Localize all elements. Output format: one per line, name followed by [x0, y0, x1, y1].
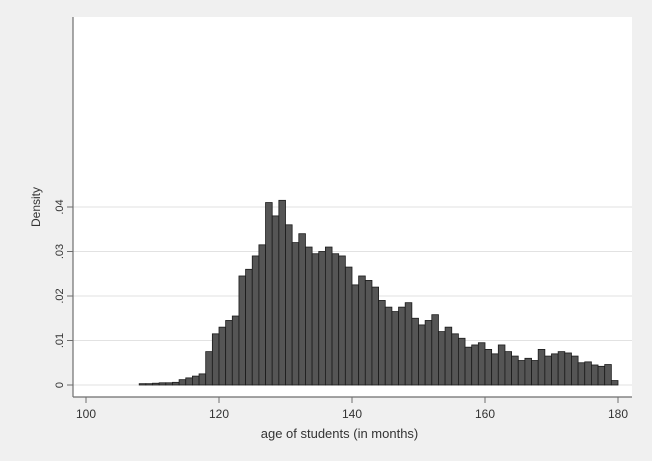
histogram-bar [591, 364, 599, 386]
histogram-bar [285, 224, 293, 386]
histogram-bar [185, 377, 193, 386]
histogram-bar [305, 246, 313, 386]
histogram-bar [271, 215, 280, 386]
histogram-bars [138, 199, 619, 386]
y-tick-label: .01 [54, 333, 66, 348]
histogram-bar [298, 233, 306, 386]
histogram-bar [344, 266, 353, 386]
histogram-bar [404, 302, 413, 386]
histogram-bar [178, 379, 187, 386]
histogram-bar [318, 251, 326, 386]
histogram-bar [557, 351, 566, 386]
histogram-bar [384, 306, 393, 386]
histogram-bar [231, 315, 240, 386]
histogram-bar [364, 280, 373, 386]
histogram-bar [378, 300, 386, 386]
x-tick-label: 120 [209, 407, 229, 421]
histogram-bar [258, 244, 266, 386]
x-tick-label: 140 [342, 407, 362, 421]
histogram-bar [191, 375, 200, 386]
histogram-bar [464, 346, 473, 386]
histogram-bar [371, 286, 380, 386]
histogram-bar [531, 360, 539, 386]
histogram-bar [245, 268, 253, 386]
histogram-bar [577, 362, 586, 386]
histogram-bar [524, 357, 532, 386]
histogram-bar [451, 333, 459, 386]
histogram-bar [172, 381, 180, 386]
y-tick-label: 0 [54, 382, 66, 388]
histogram-bar [424, 320, 433, 386]
y-tick-label: .02 [54, 288, 66, 303]
histogram-bar [324, 246, 333, 386]
histogram-bar [537, 348, 546, 386]
histogram-bar [511, 355, 519, 386]
histogram-bar [517, 360, 526, 386]
histogram-bar [491, 353, 499, 386]
x-tick-label: 100 [76, 407, 96, 421]
histogram-bar [438, 331, 446, 386]
histogram-bar [358, 275, 366, 386]
histogram-bar [152, 382, 160, 386]
histogram-bar [338, 255, 346, 386]
histogram-bar [597, 365, 606, 386]
histogram-bar [551, 353, 559, 386]
histogram-bar [497, 344, 506, 386]
histogram-bar [291, 242, 300, 386]
x-tick-label: 160 [475, 407, 495, 421]
y-tick-label: .03 [54, 244, 66, 259]
histogram-bar [431, 314, 439, 386]
histogram-bar [145, 383, 153, 386]
y-tick-label: .04 [54, 199, 66, 214]
histogram-bar [444, 326, 453, 386]
histogram-bar [411, 317, 419, 386]
tick-marks-and-labels: 100 120 140 160 180 0 .01 .02 .03 .04 [54, 199, 628, 421]
histogram-bar [351, 284, 360, 386]
histogram-bar [265, 202, 273, 386]
histogram-bar [251, 255, 260, 386]
histogram-bar [165, 382, 173, 386]
histogram-bar [571, 355, 579, 386]
histogram-bar [604, 364, 612, 386]
histogram-bar [610, 380, 619, 386]
histogram-bar [418, 324, 426, 386]
histogram-bar [584, 361, 592, 386]
histogram-bar [311, 253, 320, 386]
histogram-bar [457, 337, 466, 386]
y-axis-label: Density [29, 187, 43, 227]
histogram-bar [158, 382, 167, 386]
histogram-bar [218, 326, 227, 386]
histogram-bar [391, 311, 399, 386]
histogram-bar [331, 253, 340, 386]
histogram-bar [238, 275, 246, 386]
histogram-bar [477, 342, 486, 386]
x-axis-label: age of students (in months) [261, 426, 419, 441]
histogram-bar [471, 344, 479, 386]
histogram-bar [564, 352, 572, 386]
histogram-bar [138, 383, 147, 386]
histogram-bar [211, 333, 220, 386]
histogram-bar [198, 373, 207, 386]
histogram-bar [544, 355, 552, 386]
histogram-bar [504, 351, 513, 386]
x-tick-label: 180 [608, 407, 628, 421]
histogram-bar [398, 306, 406, 386]
histogram-bar [278, 199, 286, 386]
histogram-bar [205, 351, 213, 386]
histogram-bar [484, 348, 493, 386]
histogram-bar [225, 320, 233, 386]
